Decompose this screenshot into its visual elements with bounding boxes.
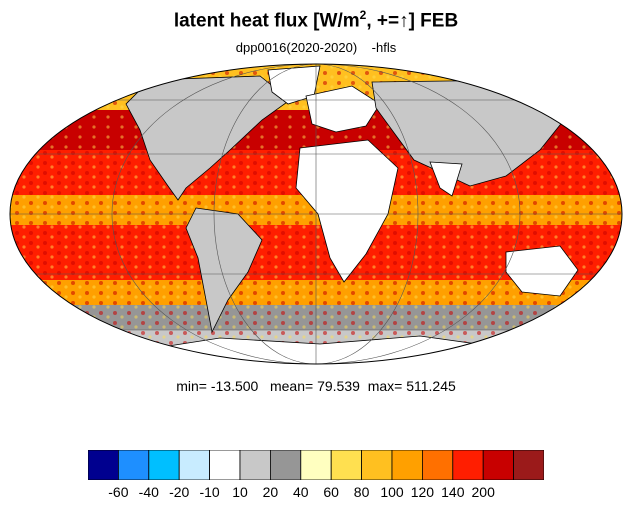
- australia: [505, 245, 579, 297]
- legend-swatch: [391, 450, 423, 480]
- legend-tick-label: 200: [471, 484, 495, 500]
- legend-swatch: [178, 450, 210, 480]
- legend-swatch: [148, 450, 180, 480]
- legend-swatch: [361, 450, 393, 480]
- title-text: latent heat flux [W/m: [173, 10, 360, 32]
- mean-label: mean=: [269, 378, 314, 394]
- legend-swatch: [330, 450, 362, 480]
- map-subtitle: dpp0016(2020-2020) -hfls: [235, 40, 397, 55]
- legend-swatch: [117, 450, 150, 480]
- up-arrow-icon: ↑: [399, 10, 409, 32]
- title-superscript: 2: [359, 8, 367, 22]
- min-label: min=: [176, 378, 207, 394]
- legend-swatch: [421, 450, 454, 480]
- mean-value: 79.539: [317, 378, 360, 394]
- europe: [305, 85, 381, 133]
- legend-swatch: [482, 450, 515, 480]
- legend-tick-label: 100: [380, 484, 404, 500]
- legend-swatch: [452, 450, 484, 480]
- legend-swatch: [269, 450, 302, 480]
- title-month: ] FEB: [408, 10, 459, 32]
- min-value: -13.500: [210, 378, 259, 394]
- legend-tick-label: 10: [232, 484, 248, 500]
- globe-outline: [9, 63, 623, 365]
- legend-tick-label: 140: [441, 484, 465, 500]
- legend-tick-label: 20: [262, 484, 279, 500]
- india: [429, 161, 463, 197]
- world-map: [9, 63, 623, 365]
- map-title: latent heat flux [W/m2, +=↑] FEB: [0, 8, 632, 32]
- legend-swatch: [88, 450, 119, 480]
- legend-tick-label: -60: [108, 484, 129, 500]
- legend-swatch: [209, 450, 241, 480]
- legend-tick-label: 40: [293, 484, 309, 500]
- legend-swatch: [300, 450, 332, 480]
- legend-swatch: [513, 450, 544, 480]
- max-value: 511.245: [406, 378, 456, 394]
- legend-tick-label: -40: [138, 484, 159, 500]
- max-label: max=: [367, 378, 403, 394]
- legend-tick-label: -20: [169, 484, 190, 500]
- color-legend: [88, 450, 544, 480]
- legend-swatch: [239, 450, 271, 480]
- statistics-line: min= -13.500 mean= 79.539 max= 511.245: [0, 378, 632, 394]
- south-america: [185, 207, 263, 334]
- legend-tick-label: 80: [353, 484, 370, 500]
- title-suffix: , +=: [366, 10, 400, 32]
- legend-tick-label: -10: [199, 484, 220, 500]
- legend-tick-label: 120: [410, 484, 435, 500]
- legend-tick-label: 60: [323, 484, 339, 500]
